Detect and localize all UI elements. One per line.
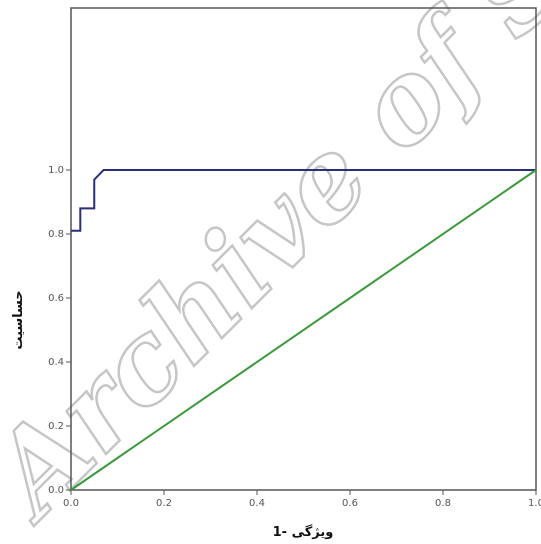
y-tick-label: 1.0 <box>48 165 64 176</box>
x-tick-label: 0.4 <box>249 498 265 509</box>
x-tick-label: 0.0 <box>63 498 79 509</box>
plot-frame <box>70 7 537 491</box>
x-tick-label: 0.8 <box>435 498 451 509</box>
y-tick-label: 0.8 <box>48 229 64 240</box>
reference-line <box>70 169 537 491</box>
roc-curve <box>71 169 536 232</box>
y-tick-label: 0.6 <box>48 293 64 304</box>
y-tick-label: 0.0 <box>48 485 64 496</box>
x-tick-label: 0.2 <box>156 498 172 509</box>
x-axis-title: 1- ویژگی <box>273 524 334 540</box>
y-tick-label: 0.4 <box>48 357 64 368</box>
y-axis-title: حساسیت <box>11 290 26 349</box>
x-tick-label: 0.6 <box>342 498 358 509</box>
x-tick-label: 1.0 <box>528 498 541 509</box>
y-tick-label: 0.2 <box>48 421 64 432</box>
